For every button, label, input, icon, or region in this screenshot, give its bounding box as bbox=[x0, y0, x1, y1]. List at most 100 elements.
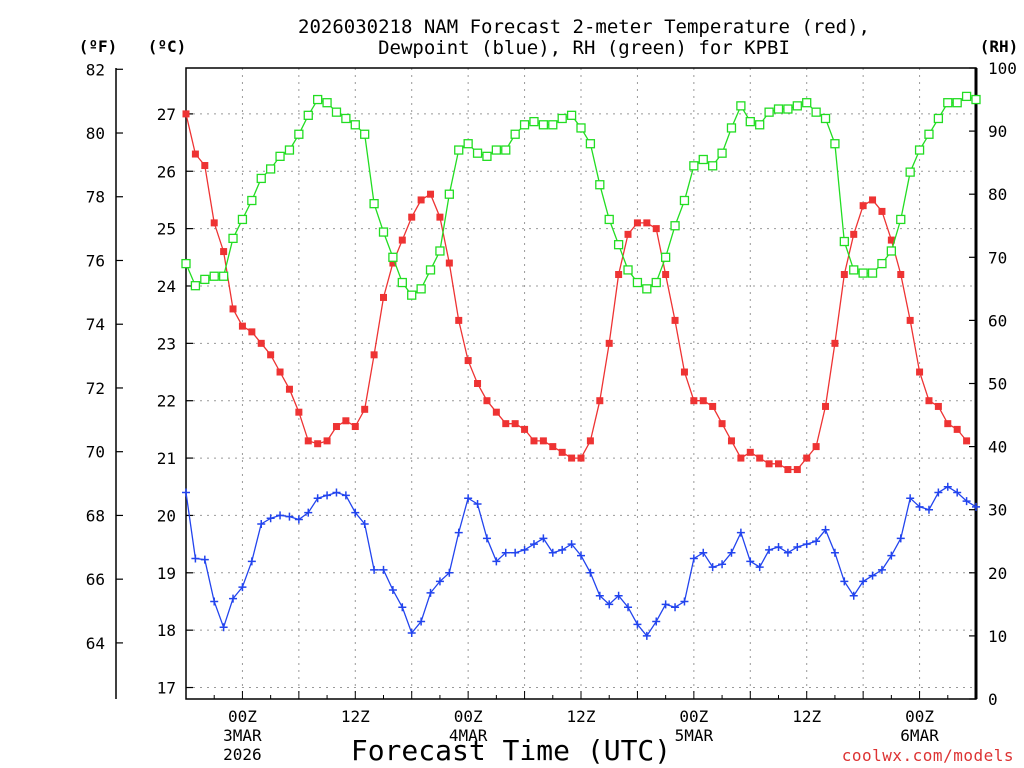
c-tick-label: 18 bbox=[157, 621, 176, 640]
rh-marker bbox=[961, 91, 972, 102]
temperature-marker bbox=[925, 397, 933, 405]
temperature-marker bbox=[775, 460, 782, 468]
dewpoint-marker bbox=[276, 511, 285, 520]
temperature-marker bbox=[191, 150, 199, 158]
rh-marker bbox=[566, 110, 577, 120]
temperature-marker bbox=[436, 213, 444, 221]
rh-marker bbox=[670, 221, 680, 231]
temperature-marker bbox=[276, 368, 284, 376]
rh-marker bbox=[190, 281, 201, 291]
credit-text: coolwx.com/models bbox=[842, 746, 1014, 765]
temperature-marker bbox=[455, 316, 463, 324]
series-rh bbox=[181, 91, 981, 300]
temperature-marker bbox=[765, 460, 773, 468]
temperature-marker bbox=[220, 248, 228, 256]
dewpoint-marker bbox=[877, 565, 886, 574]
temperature-marker bbox=[887, 236, 895, 244]
dewpoint-marker bbox=[351, 508, 360, 517]
rh-marker bbox=[294, 129, 304, 139]
time-date-label: 4MAR bbox=[449, 726, 488, 745]
rh-marker bbox=[397, 277, 407, 288]
dewpoint-marker bbox=[407, 629, 416, 638]
temperature-marker bbox=[944, 420, 952, 428]
dewpoint-marker bbox=[671, 603, 680, 612]
temperature-marker bbox=[737, 454, 745, 462]
rh-marker bbox=[444, 189, 454, 199]
dewpoint-marker bbox=[699, 548, 708, 557]
rh-axis: 0 10 20 30 40 50 60 70 80 90 100 bbox=[969, 59, 1017, 709]
dewpoint-marker bbox=[821, 525, 830, 534]
time-tick-label: 00Z bbox=[905, 707, 934, 726]
c-tick-label: 17 bbox=[157, 679, 176, 698]
rh-tick-label: 30 bbox=[988, 501, 1007, 520]
rh-marker bbox=[501, 145, 511, 155]
dewpoint-marker bbox=[642, 631, 651, 640]
rh-tick-label: 60 bbox=[988, 311, 1007, 330]
rh-marker bbox=[773, 104, 784, 114]
rh-marker bbox=[416, 284, 426, 294]
rh-marker bbox=[378, 227, 389, 237]
temperature-marker bbox=[474, 380, 482, 387]
temperature-marker bbox=[511, 420, 519, 428]
temperature-marker bbox=[568, 454, 576, 462]
dewpoint-marker bbox=[341, 491, 350, 500]
dewpoint-marker bbox=[238, 583, 247, 592]
rh-marker bbox=[275, 151, 285, 161]
temperature-marker bbox=[323, 437, 331, 445]
rh-marker bbox=[830, 139, 840, 149]
dewpoint-marker bbox=[360, 520, 369, 529]
series-dewpoint bbox=[182, 482, 980, 640]
dewpoint-marker bbox=[511, 548, 520, 557]
dewpoint-marker bbox=[680, 597, 689, 606]
temperature-marker bbox=[304, 437, 312, 445]
series-layer bbox=[181, 91, 981, 640]
rh-marker bbox=[557, 113, 567, 124]
dewpoint-marker bbox=[774, 542, 783, 551]
temperature-marker bbox=[643, 219, 651, 227]
rh-marker bbox=[708, 161, 718, 171]
rh-tick-label: 40 bbox=[988, 438, 1007, 457]
c-tick-label: 20 bbox=[157, 506, 176, 525]
dewpoint-marker bbox=[746, 557, 755, 566]
f-tick-label: 82 bbox=[86, 60, 105, 79]
rh-marker bbox=[454, 145, 464, 155]
dewpoint-marker bbox=[868, 571, 877, 580]
rh-marker bbox=[585, 139, 596, 149]
rh-marker bbox=[360, 129, 370, 139]
rh-marker bbox=[256, 173, 266, 184]
temperature-marker bbox=[229, 305, 237, 313]
dewpoint-marker bbox=[812, 537, 821, 546]
fahrenheit-unit-label: (ºF) bbox=[79, 37, 118, 56]
time-year-label: 2026 bbox=[223, 745, 262, 764]
rh-marker bbox=[971, 94, 981, 105]
temperature-marker bbox=[840, 271, 848, 279]
rh-marker bbox=[519, 120, 530, 130]
rh-marker bbox=[341, 113, 351, 124]
dewpoint-marker bbox=[501, 548, 510, 557]
rh-marker bbox=[303, 110, 313, 120]
time-tick-label: 12Z bbox=[341, 707, 370, 726]
dewpoint-marker bbox=[200, 555, 209, 564]
rh-marker bbox=[313, 94, 323, 105]
time-tick-label: 12Z bbox=[792, 707, 821, 726]
rh-marker bbox=[783, 104, 793, 114]
rh-marker bbox=[924, 129, 934, 139]
time-tick-label: 00Z bbox=[454, 707, 483, 726]
rh-marker bbox=[660, 252, 671, 262]
dewpoint-marker bbox=[454, 528, 463, 537]
rh-marker bbox=[604, 214, 614, 225]
dewpoint-marker bbox=[191, 554, 200, 563]
dewpoint-marker bbox=[793, 542, 802, 551]
dewpoint-marker bbox=[718, 560, 727, 569]
temperature-marker bbox=[953, 425, 961, 433]
dewpoint-marker bbox=[896, 534, 905, 543]
temperature-marker bbox=[445, 259, 453, 267]
temperature-marker bbox=[238, 322, 246, 330]
temperature-marker bbox=[633, 219, 641, 227]
dewpoint-marker bbox=[558, 545, 567, 554]
temperature-marker bbox=[605, 339, 613, 347]
temperature-marker bbox=[596, 397, 604, 405]
dewpoint-marker bbox=[840, 577, 849, 586]
dewpoint-marker bbox=[849, 591, 858, 600]
